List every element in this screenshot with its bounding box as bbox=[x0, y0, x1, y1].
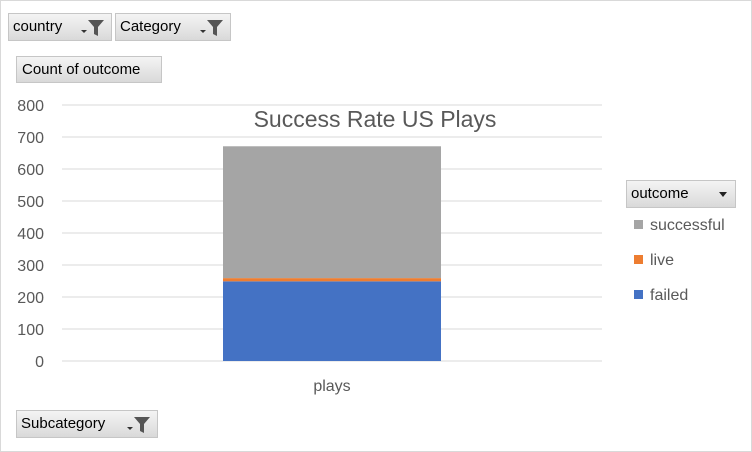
country-filter-button[interactable]: country bbox=[8, 13, 112, 41]
legend-swatch bbox=[634, 220, 643, 230]
value-field-label: Count of outcome bbox=[22, 61, 141, 78]
legend-item-live: live bbox=[634, 251, 674, 271]
legend-label: live bbox=[650, 252, 675, 269]
y-tick-label: 300 bbox=[17, 258, 44, 275]
y-tick-label: 800 bbox=[17, 98, 44, 115]
subcategory-filter-label: Subcategory bbox=[21, 415, 106, 432]
subcategory-filter-button[interactable]: Subcategory bbox=[16, 410, 158, 438]
country-filter-label: country bbox=[13, 18, 63, 35]
legend-item-failed: failed bbox=[634, 286, 688, 306]
y-axis-ticks: 0 100 200 300 400 500 600 700 800 bbox=[17, 98, 44, 371]
bar-segment-successful bbox=[223, 146, 441, 279]
y-tick-label: 400 bbox=[17, 226, 44, 243]
filter-icon bbox=[81, 20, 104, 36]
x-axis-ticks: plays bbox=[313, 378, 350, 395]
chevron-down-icon bbox=[719, 192, 727, 197]
legend-swatch bbox=[634, 255, 643, 265]
bar-segment-failed bbox=[223, 281, 441, 361]
y-tick-label: 700 bbox=[17, 130, 44, 147]
bar-segment-live bbox=[223, 278, 441, 282]
x-tick-label: plays bbox=[313, 378, 350, 395]
legend-swatch bbox=[634, 290, 643, 300]
y-tick-label: 100 bbox=[17, 322, 44, 339]
bars bbox=[223, 146, 441, 361]
chart-title: Success Rate US Plays bbox=[254, 106, 497, 132]
value-field-button[interactable]: Count of outcome bbox=[16, 56, 162, 83]
outcome-legend-button[interactable]: outcome bbox=[626, 180, 736, 208]
y-tick-label: 500 bbox=[17, 194, 44, 211]
category-filter-label: Category bbox=[120, 18, 181, 35]
y-tick-label: 0 bbox=[35, 354, 44, 371]
legend-label: failed bbox=[650, 287, 689, 304]
legend-item-successful: successful bbox=[634, 216, 725, 236]
category-filter-button[interactable]: Category bbox=[115, 13, 231, 41]
outcome-legend-label: outcome bbox=[631, 185, 689, 202]
filter-icon bbox=[127, 417, 150, 433]
y-tick-label: 200 bbox=[17, 290, 44, 307]
y-tick-label: 600 bbox=[17, 162, 44, 179]
filter-icon bbox=[200, 20, 223, 36]
legend-label: successful bbox=[650, 217, 725, 234]
